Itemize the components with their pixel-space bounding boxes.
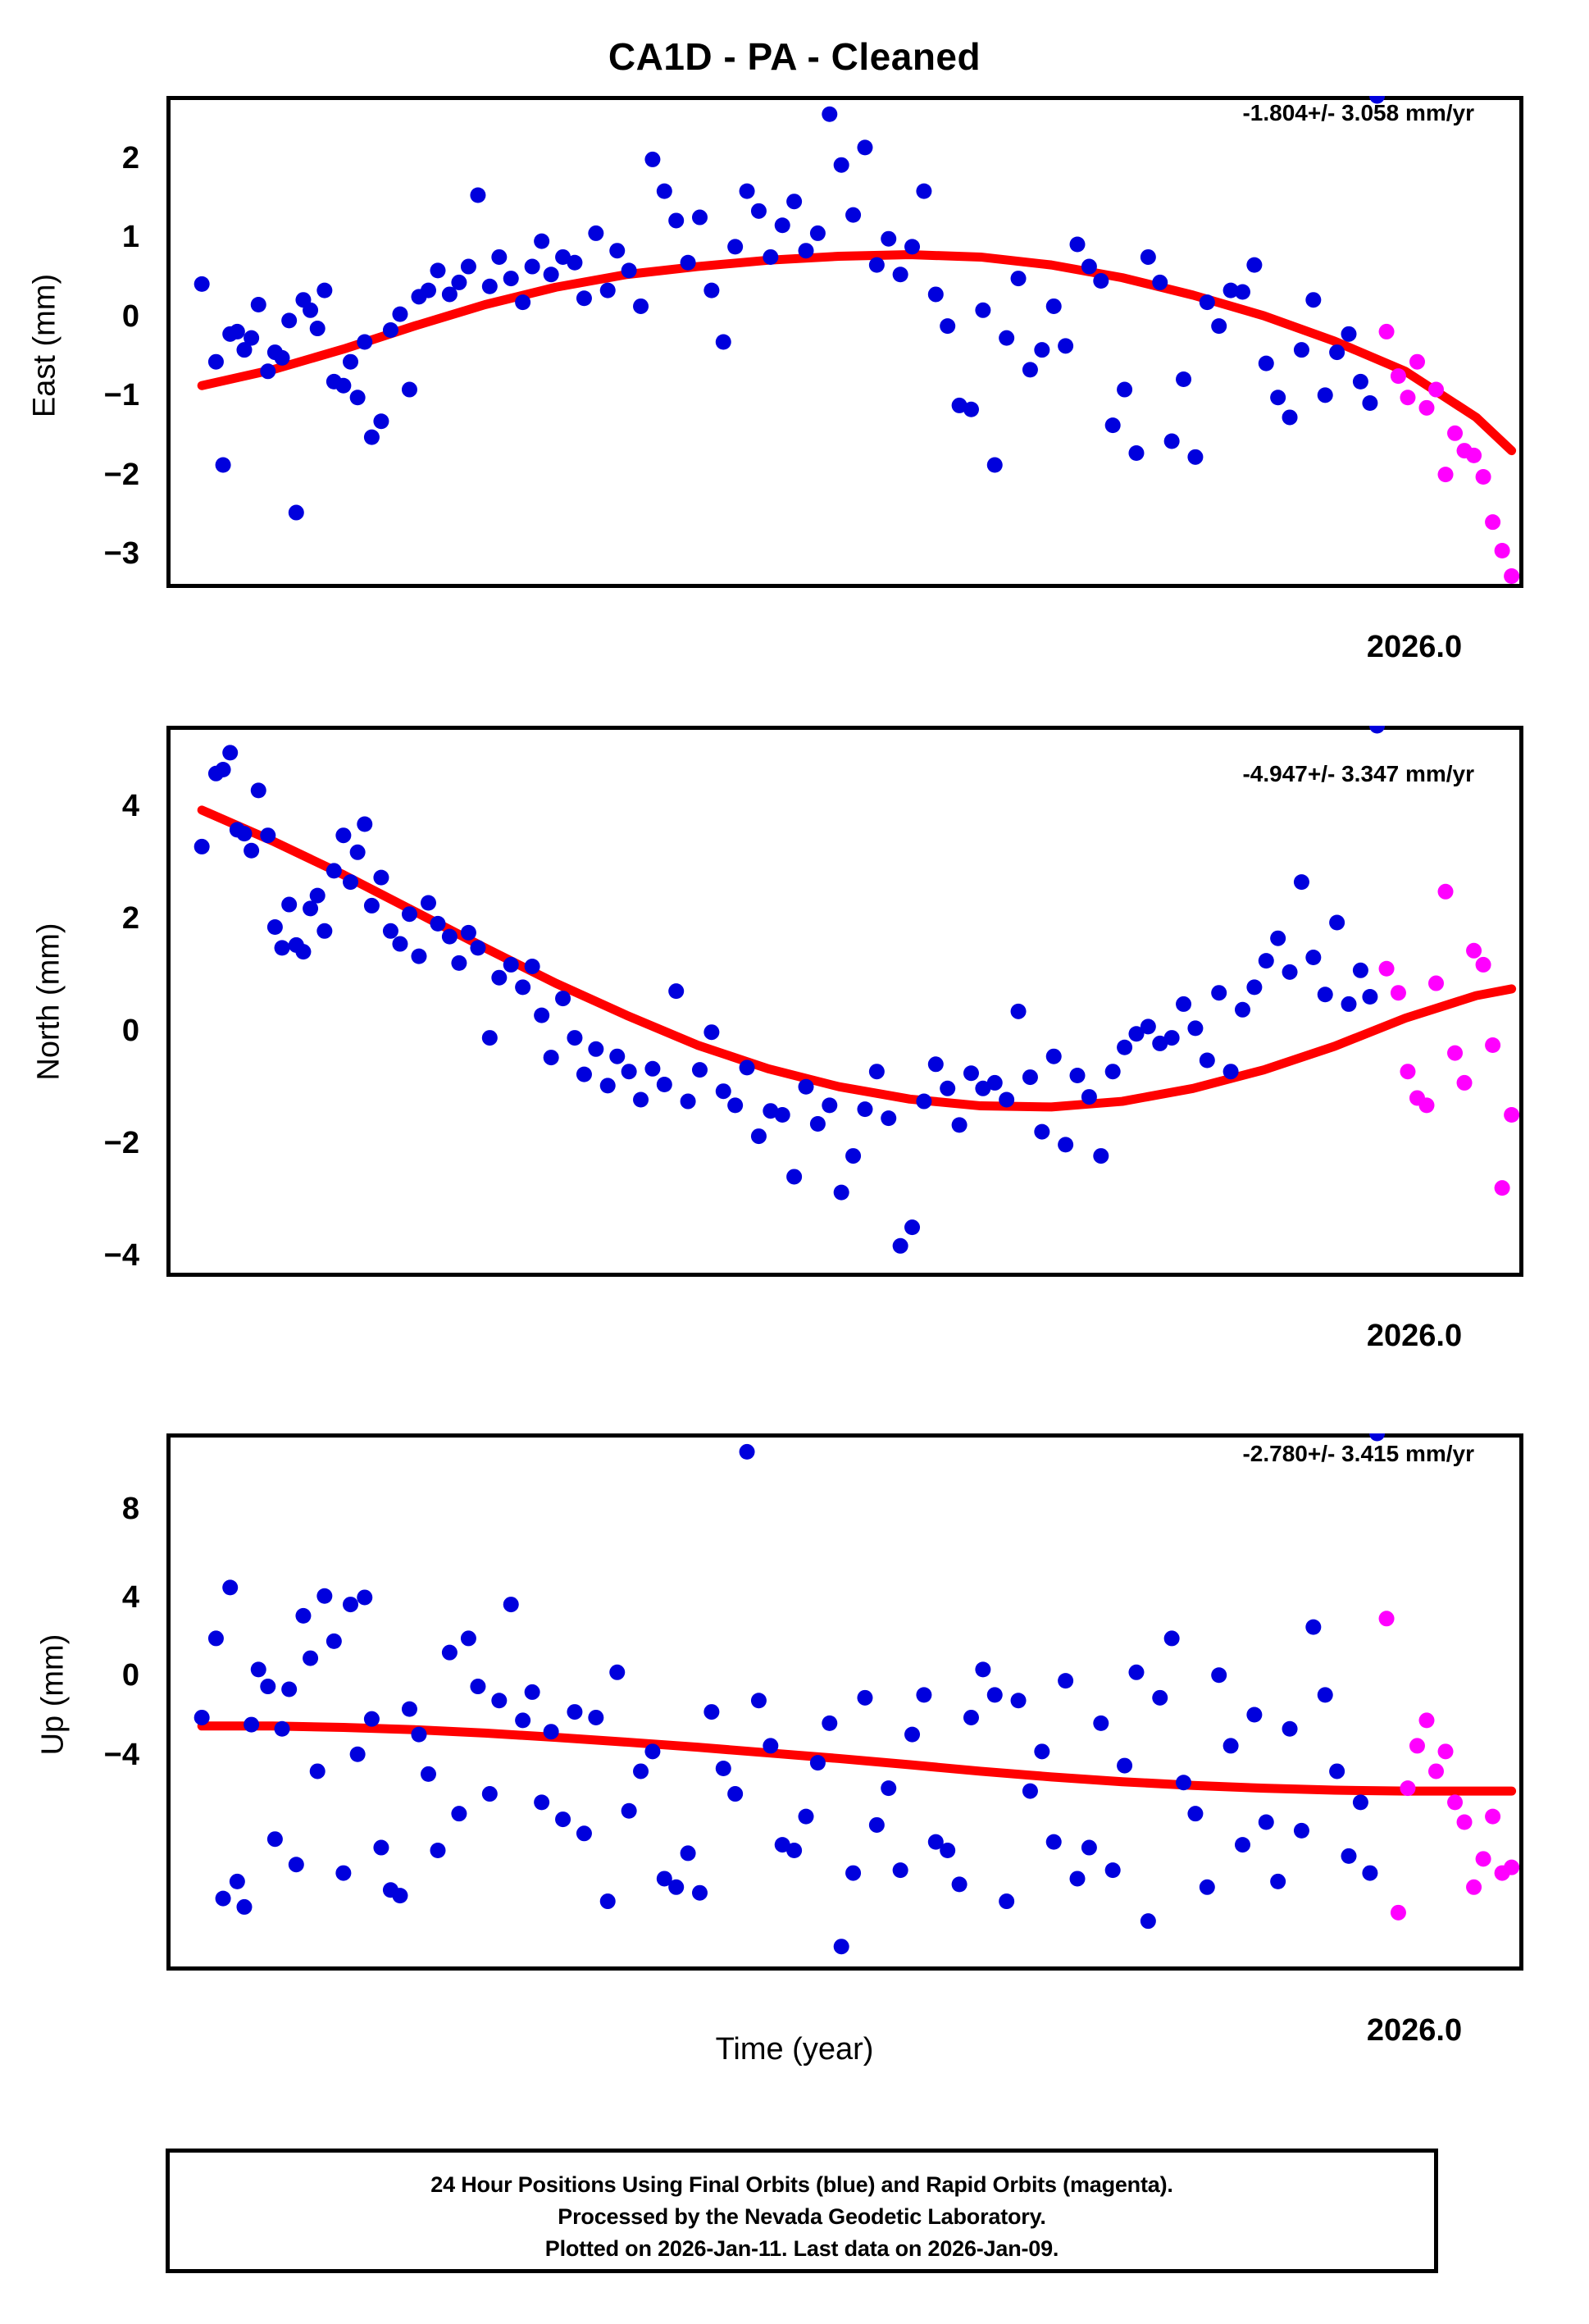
north-ytick-2: 2: [121, 901, 139, 936]
north-ytick-4: 4: [121, 789, 139, 823]
north-axis-label: North (mm): [31, 923, 66, 1081]
up-ytick-4: 4: [121, 1580, 139, 1615]
east-rate-annotation: -1.804+/- 3.058 mm/yr: [1242, 100, 1474, 125]
panel-east: [166, 96, 1523, 588]
series-points: [1378, 323, 1520, 584]
up-ytick-m4: −4: [103, 1738, 139, 1772]
east-plot-svg: [166, 96, 1523, 588]
up-xtick-2026: 2026.0: [1366, 2013, 1463, 2048]
north-xtick-2026: 2026.0: [1366, 1319, 1463, 1353]
east-ytick-m1: −1: [103, 378, 139, 412]
series-points: [1378, 883, 1520, 1196]
east-ytick-m3: −3: [103, 536, 139, 571]
panel-up: [166, 1433, 1523, 1971]
north-ytick-0: 0: [121, 1014, 139, 1048]
up-ytick-0: 0: [121, 1658, 139, 1693]
xaxis-title: Time (year): [715, 2032, 874, 2067]
east-ytick-2: 2: [121, 141, 139, 175]
north-ytick-m2: −2: [103, 1126, 139, 1160]
footer-line-2: Processed by the Nevada Geodetic Laborat…: [558, 2204, 1046, 2229]
up-plot-svg: [166, 1433, 1523, 1971]
footer-line-3: Plotted on 2026-Jan-11. Last data on 202…: [544, 2236, 1059, 2261]
footer-line-1: 24 Hour Positions Using Final Orbits (bl…: [430, 2172, 1173, 2197]
series-points: [1378, 1611, 1520, 1921]
east-axis-label: East (mm): [27, 273, 62, 418]
up-rate-annotation: -2.780+/- 3.415 mm/yr: [1242, 1441, 1474, 1466]
up-axis-label: Up (mm): [35, 1634, 71, 1756]
north-ytick-m4: −4: [103, 1238, 139, 1273]
north-plot-svg: [166, 726, 1523, 1277]
east-ytick-0: 0: [121, 299, 139, 334]
east-ytick-m2: −2: [103, 458, 139, 492]
series-points: [194, 96, 1386, 521]
east-xtick-2026: 2026.0: [1366, 630, 1463, 664]
series-points: [194, 1433, 1386, 1955]
page-title: CA1D - PA - Cleaned: [608, 35, 981, 78]
up-ytick-8: 8: [121, 1492, 139, 1526]
footer-caption-box: 24 Hour Positions Using Final Orbits (bl…: [166, 2149, 1438, 2273]
panel-north: [166, 726, 1523, 1277]
series-points: [194, 726, 1386, 1254]
north-rate-annotation: -4.947+/- 3.347 mm/yr: [1242, 761, 1474, 786]
east-ytick-1: 1: [121, 220, 139, 254]
